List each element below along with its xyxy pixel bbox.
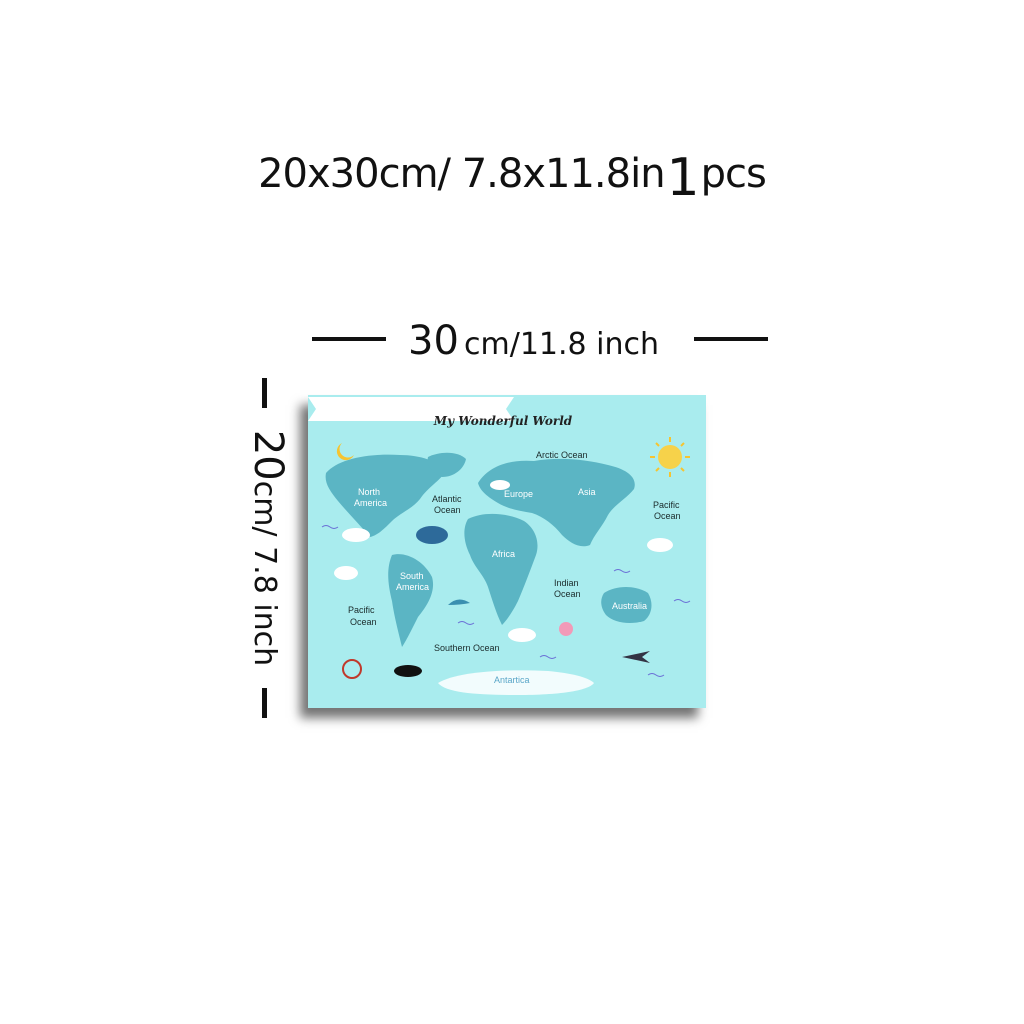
width-value: 30 — [408, 318, 459, 364]
label-europe: Europe — [504, 489, 534, 499]
piece-unit: pcs — [700, 151, 767, 197]
width-dimension: 30 cm/11.8 inch — [312, 318, 768, 364]
label-north-america-1: North — [358, 487, 381, 497]
height-line-bottom — [262, 688, 267, 718]
height-unit: cm/ 7.8 inch — [247, 480, 282, 667]
label-southern-ocean: Southern Ocean — [434, 643, 500, 653]
width-line-left — [312, 337, 386, 341]
size-text: 20x30cm/ 7.8x11.8in — [258, 151, 665, 197]
label-arctic-ocean: Arctic Ocean — [536, 450, 588, 460]
africa-landmass — [464, 513, 538, 625]
orca-icon — [394, 665, 422, 677]
label-indian-2: Ocean — [554, 589, 581, 599]
width-unit: cm/11.8 inch — [464, 327, 660, 362]
australia-landmass — [601, 587, 652, 623]
label-pacific-left-2: Ocean — [350, 617, 377, 627]
greenland-landmass — [427, 452, 466, 477]
label-atlantic-2: Ocean — [434, 505, 461, 515]
wave-marks — [321, 525, 691, 677]
label-antartica: Antartica — [494, 675, 530, 685]
piece-count: 1 — [666, 148, 700, 208]
dolphin-icon — [448, 599, 470, 605]
height-label: 20cm/ 7.8 inch — [245, 430, 291, 666]
label-pacific-left-1: Pacific — [348, 605, 375, 615]
height-value: 20 — [245, 429, 291, 481]
label-south-america-2: America — [396, 582, 430, 592]
label-pacific-right-1: Pacific — [653, 500, 680, 510]
south-america-landmass — [388, 554, 434, 647]
label-asia: Asia — [578, 487, 596, 497]
title-banner — [308, 397, 514, 421]
label-north-america-2: America — [354, 498, 388, 508]
north-america-landmass — [325, 454, 446, 537]
width-line-right — [694, 337, 768, 341]
label-pacific-right-2: Ocean — [654, 511, 681, 521]
shark-icon — [622, 651, 650, 663]
width-label: 30 cm/11.8 inch — [408, 318, 659, 364]
label-africa: Africa — [492, 549, 516, 559]
sun-icon — [658, 445, 682, 469]
label-australia: Australia — [612, 601, 648, 611]
cloud-icons — [334, 480, 673, 642]
octopus-icon — [559, 622, 573, 636]
label-south-america-1: South — [400, 571, 424, 581]
world-map-poster: My Wonderful World Arctic Ocean North Am… — [308, 395, 706, 708]
product-size-title: 20x30cm/ 7.8x11.8in1pcs — [0, 140, 1024, 208]
sun-rays-icon — [650, 437, 690, 477]
moon-icon — [336, 443, 354, 461]
height-line-top — [262, 378, 267, 408]
label-indian-1: Indian — [554, 578, 579, 588]
label-atlantic-1: Atlantic — [432, 494, 462, 504]
whale-icon — [416, 526, 448, 544]
antarctica-landmass — [438, 670, 594, 695]
eurasia-landmass — [478, 458, 635, 547]
poster-title: My Wonderful World — [433, 414, 573, 428]
compass-icon — [342, 659, 362, 679]
world-map-illustration — [321, 437, 691, 695]
